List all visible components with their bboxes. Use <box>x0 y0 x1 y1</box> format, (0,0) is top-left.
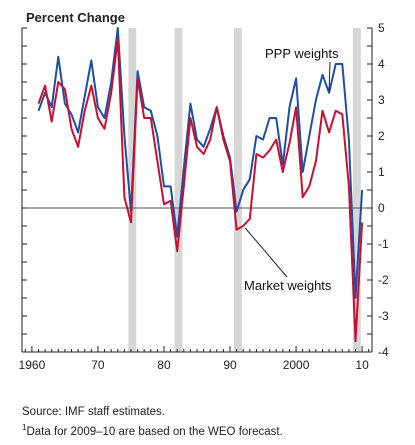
footnote-text: Data for 2009–10 are based on the WEO fo… <box>26 425 283 438</box>
series-line-market-weights <box>37 37 364 343</box>
y-tick-label: 2 <box>378 129 385 143</box>
axis-ticks: -4 -3 -2 -1 0 1 2 3 4 5 1960 70 80 90 2000 10 <box>19 21 389 372</box>
annotation-ppp-weights: PPP weights <box>265 46 339 61</box>
recession-band-1 <box>174 28 183 352</box>
x-tick-label: 70 <box>91 358 105 372</box>
y-tick-label: -3 <box>378 309 389 323</box>
y-tick-label: 5 <box>378 21 385 35</box>
recession-band-2 <box>233 28 242 352</box>
y-tick-label: 3 <box>378 93 385 107</box>
x-tick-label: 2000 <box>283 358 310 372</box>
recession-bands <box>128 28 361 352</box>
y-tick-label: -4 <box>378 345 389 359</box>
x-tick-label: 1960 <box>19 358 46 372</box>
source-note: Source: IMF staff estimates. <box>22 406 165 418</box>
y-tick-label: 4 <box>378 57 385 71</box>
leader-line-market <box>244 227 288 278</box>
x-tick-label: 10 <box>355 358 369 372</box>
series-group <box>37 27 364 343</box>
leader-line-ppp <box>328 61 331 91</box>
chart-title: Percent Change <box>26 10 125 25</box>
x-tick-label: 80 <box>157 358 171 372</box>
recession-band-3 <box>352 28 361 352</box>
y-tick-label: 1 <box>378 165 385 179</box>
chart-canvas: -4 -3 -2 -1 0 1 2 3 4 5 1960 70 80 90 2000 10 PPP weigh… <box>19 10 389 372</box>
y-tick-label: -1 <box>378 237 389 251</box>
y-tick-label: -2 <box>378 273 389 287</box>
footnote-mark: 1 <box>22 423 27 432</box>
footnote: 1Data for 2009–10 are based on the WEO f… <box>22 420 283 440</box>
series-line-ppp-weights <box>37 27 364 299</box>
annotation-market-weights: Market weights <box>244 278 332 293</box>
notes: Source: IMF staff estimates. 1Data for 2… <box>22 404 283 440</box>
y-tick-label: 0 <box>378 201 385 215</box>
annotations: PPP weights Market weights <box>244 46 339 293</box>
x-tick-label: 90 <box>223 358 237 372</box>
